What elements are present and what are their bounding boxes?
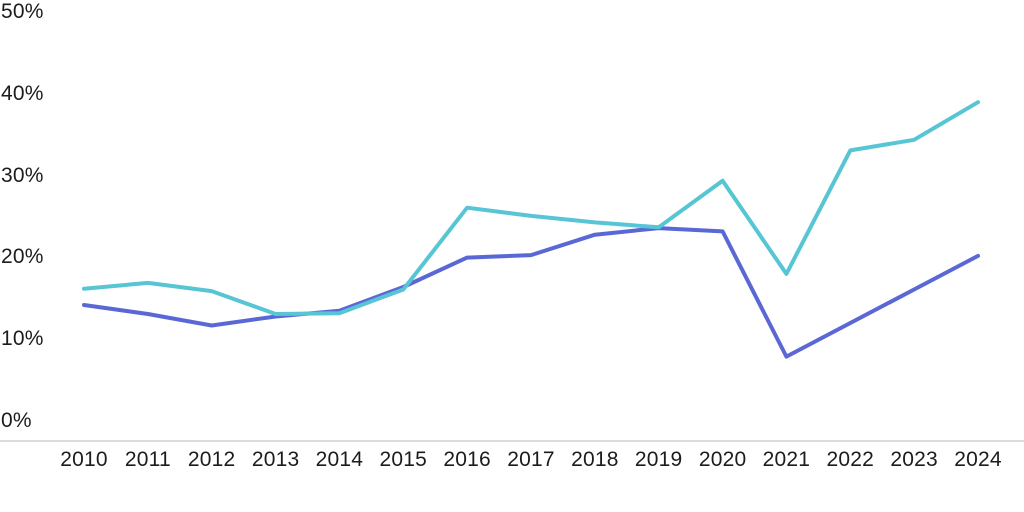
- x-axis-line: [0, 440, 1024, 442]
- series-line-indigo: [82, 226, 980, 359]
- series-line-teal: [82, 100, 980, 316]
